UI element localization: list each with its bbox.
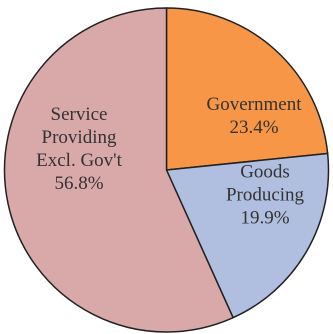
slice-label: Government 23.4% [207, 94, 303, 138]
pie-slice [165, 7, 329, 171]
pie-slice [165, 152, 330, 319]
slice-name-label: Producing [226, 184, 305, 205]
slice-value-label: 23.4% [229, 117, 278, 138]
slice-label: Service Providing Excl. Gov't 56.8% [36, 104, 122, 194]
slice-name-label: Providing [42, 127, 117, 148]
slice-name-label: Goods [240, 161, 290, 182]
slice-label: Goods Producing 19.9% [226, 161, 305, 228]
slice-value-label: 19.9% [240, 207, 289, 228]
pie-slice [3, 7, 235, 333]
slice-name-label: Excl. Gov't [36, 150, 122, 171]
slice-name-label: Service [51, 104, 108, 125]
slice-value-label: 56.8% [54, 173, 103, 194]
slice-name-label: Government [207, 94, 303, 115]
